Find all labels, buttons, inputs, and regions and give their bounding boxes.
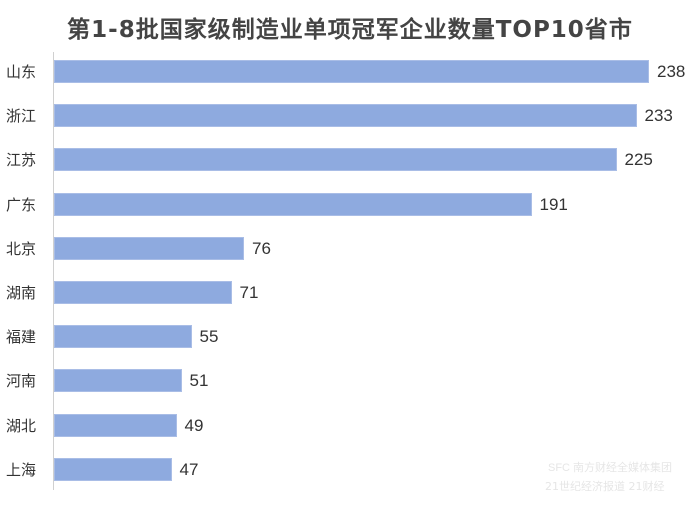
- bar: [54, 413, 177, 437]
- category-label: 湖南: [6, 284, 37, 302]
- value-label: 49: [184, 415, 204, 435]
- category-label: 北京: [6, 239, 37, 258]
- bar-row: 广东 191: [0, 192, 700, 217]
- value-label: 238: [657, 62, 686, 81]
- bar-row: 浙江 233: [0, 104, 700, 128]
- bar: [54, 192, 532, 216]
- bar-row: 福建 55: [0, 325, 700, 349]
- watermark-logo: SFC 南方财经全媒体集团 21世纪经济报道 21财经: [545, 455, 685, 500]
- value-label: 71: [239, 283, 259, 302]
- value-label: 225: [624, 150, 653, 170]
- value-label: 51: [189, 371, 209, 391]
- bar: [54, 60, 649, 83]
- bar-row: 湖南 71: [0, 281, 700, 305]
- category-label: 广东: [6, 195, 37, 214]
- category-label: 湖北: [6, 416, 37, 435]
- value-label: 76: [252, 238, 271, 258]
- bar-row: 山东 238: [0, 60, 700, 84]
- chart-title: 第1-8批国家级制造业单项冠军企业数量TOP10省市: [67, 17, 633, 43]
- value-label: 191: [539, 194, 568, 214]
- watermark-line1: 南方财经全媒体集团: [573, 462, 672, 474]
- category-label: 河南: [6, 372, 37, 391]
- bar-row: 江苏 225: [0, 148, 700, 172]
- bar-row: 河南 51: [0, 369, 700, 393]
- bar: [54, 369, 182, 393]
- category-label: 福建: [6, 328, 37, 347]
- value-label: 55: [199, 327, 219, 347]
- value-label: 233: [644, 106, 673, 126]
- bar: [54, 148, 617, 172]
- bar: [54, 236, 244, 260]
- bar: [54, 281, 232, 304]
- bar-row: 北京 76: [0, 236, 700, 261]
- category-label: 山东: [6, 63, 37, 81]
- category-label: 上海: [6, 460, 37, 479]
- bar-row: 上海 47: [0, 457, 700, 482]
- bar: [54, 104, 637, 128]
- y-axis-line: [53, 52, 54, 490]
- watermark-brand: SFC: [548, 462, 570, 474]
- bar: [54, 325, 192, 349]
- watermark-line2: 21世纪经济报道 21财经: [545, 480, 665, 493]
- bar-row: 湖北 49: [0, 413, 700, 438]
- value-label: 47: [179, 459, 199, 479]
- bar: [54, 457, 172, 481]
- category-label: 浙江: [6, 107, 37, 126]
- category-label: 江苏: [6, 151, 37, 170]
